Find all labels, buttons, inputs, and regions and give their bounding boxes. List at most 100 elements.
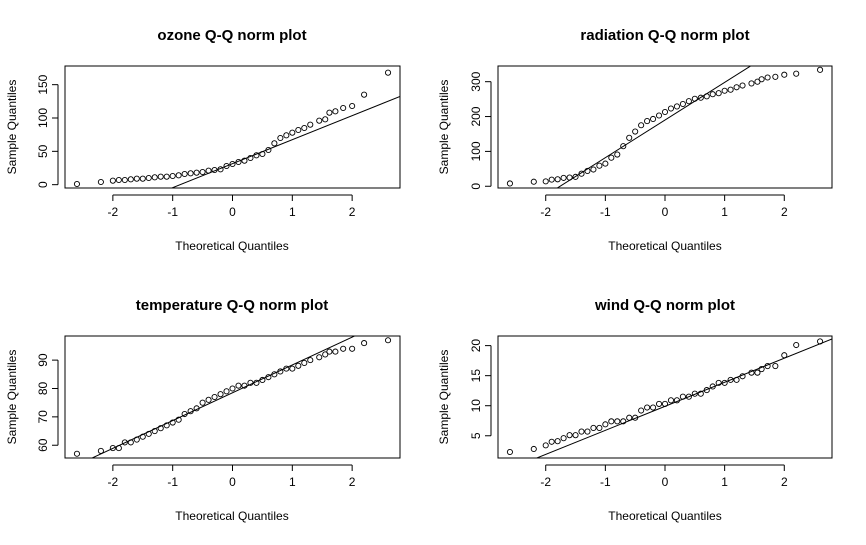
x-tick-label: 0 <box>662 205 669 219</box>
y-tick-label: 100 <box>36 108 50 128</box>
qq-point <box>644 118 651 125</box>
x-axis-title: Theoretical Quantiles <box>608 239 721 253</box>
panel-title: ozone Q-Q norm plot <box>157 27 306 44</box>
qq-point <box>340 345 347 352</box>
qq-point <box>247 379 254 386</box>
qq-point <box>211 393 218 401</box>
qq-point <box>764 74 771 81</box>
y-axis-title: Sample Quantiles <box>5 80 19 175</box>
qq-point <box>697 94 704 101</box>
qq-point <box>638 407 645 414</box>
qq-point <box>560 435 567 442</box>
qq-point <box>97 178 104 186</box>
qq-point <box>121 176 128 184</box>
qq-point <box>596 162 603 169</box>
y-tick-label: 50 <box>36 144 50 158</box>
qq-point <box>572 432 579 439</box>
qq-point <box>608 154 615 161</box>
qq-point <box>793 70 800 77</box>
qq-point <box>169 419 176 426</box>
qq-point <box>727 376 734 383</box>
qq-point <box>661 108 669 116</box>
qq-point <box>554 438 561 445</box>
qq-point <box>145 430 152 437</box>
qq-point <box>817 338 824 345</box>
qq-point <box>703 93 710 100</box>
qq-point <box>361 91 368 98</box>
qq-point <box>772 73 779 80</box>
qq-point <box>307 121 314 128</box>
qq-point <box>361 340 368 347</box>
qq-point <box>205 396 212 403</box>
qq-point <box>590 424 597 432</box>
qq-point <box>530 178 537 185</box>
qq-point <box>332 108 339 115</box>
qq-point <box>748 80 755 87</box>
qq-point <box>145 174 152 182</box>
qq-point <box>151 427 158 435</box>
qq-point <box>602 160 609 167</box>
qq-panel-3: wind Q-Q norm plot -2 -1 0 1 2 5 10 15 20 Theoreti… <box>437 297 833 523</box>
qq-point <box>530 445 537 453</box>
qq-point <box>697 390 704 397</box>
qq-point <box>349 345 356 352</box>
qq-point <box>289 129 296 136</box>
y-tick-label: 15 <box>469 369 483 383</box>
x-tick-label: 1 <box>289 475 296 489</box>
qq-point <box>632 128 639 135</box>
y-tick-label: 60 <box>36 438 50 452</box>
x-tick-label: -2 <box>108 475 119 489</box>
qq-point <box>223 388 230 395</box>
y-tick-label: 300 <box>469 71 483 91</box>
qq-point <box>181 170 188 178</box>
qq-point <box>295 362 302 369</box>
qq-point <box>758 366 765 373</box>
x-tick-label: -1 <box>600 475 611 489</box>
x-tick-label: 2 <box>349 475 356 489</box>
qq-point <box>709 91 716 98</box>
x-tick-label: -1 <box>167 475 178 489</box>
qq-point <box>661 400 669 407</box>
qq-point <box>277 134 284 142</box>
qq-point <box>721 379 728 386</box>
qq-point <box>316 354 323 361</box>
qq-point <box>217 391 224 398</box>
qq-point <box>685 393 692 400</box>
x-tick-label: -2 <box>108 205 119 219</box>
x-tick-label: 2 <box>781 475 788 489</box>
qq-point <box>578 170 585 177</box>
qq-point <box>235 158 242 166</box>
qq-point <box>566 432 573 439</box>
qq-point <box>289 365 296 372</box>
qq-point <box>679 393 686 400</box>
qq-point <box>727 86 734 93</box>
qq-point <box>626 134 633 141</box>
qq-point <box>715 90 722 97</box>
qq-point <box>301 359 308 367</box>
qq-point <box>781 71 788 78</box>
qq-point <box>781 352 788 359</box>
qq-point <box>127 439 134 446</box>
qq-point <box>326 348 333 355</box>
qq-panel-2: temperature Q-Q norm plot -2 -1 0 1 2 60 70 80 90… <box>5 297 401 523</box>
qq-reference-line <box>556 66 752 188</box>
qq-point <box>817 66 824 73</box>
y-tick-label: 90 <box>36 353 50 367</box>
qq-point <box>542 442 549 449</box>
qq-point <box>620 143 627 150</box>
qq-point <box>193 169 200 176</box>
y-axis-title: Sample Quantiles <box>437 80 451 175</box>
qq-point <box>223 162 230 170</box>
y-tick-label: 0 <box>36 181 50 188</box>
qq-point <box>307 357 314 364</box>
x-tick-label: 1 <box>721 475 728 489</box>
qq-point <box>655 112 663 119</box>
y-tick-label: 200 <box>469 106 483 126</box>
qq-point <box>748 369 755 376</box>
x-tick-label: 1 <box>721 205 728 219</box>
qq-point <box>764 362 771 370</box>
y-axis-title: Sample Quantiles <box>437 350 451 445</box>
y-tick-label: 150 <box>36 74 50 94</box>
qq-point <box>614 418 621 425</box>
